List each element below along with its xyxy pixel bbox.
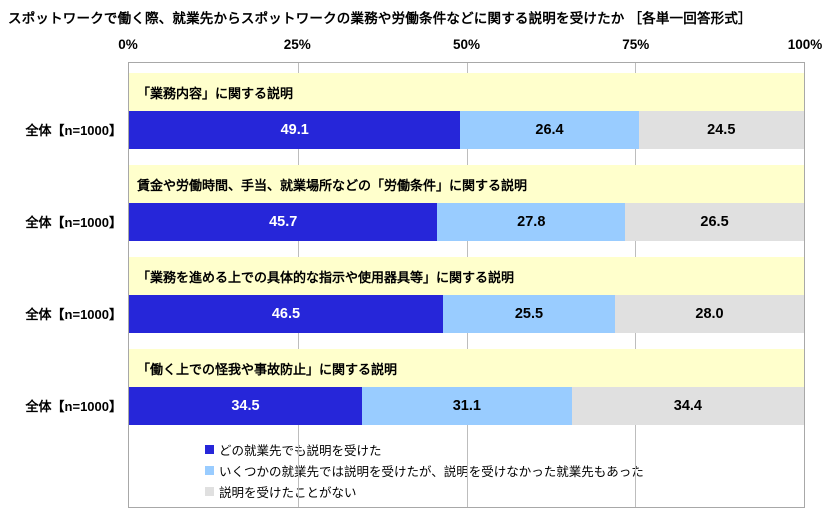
question-band: 「業務内容」に関する説明 (129, 73, 804, 111)
legend: どの就業先でも説明を受けたいくつかの就業先では説明を受けたが、説明を受けなかった… (205, 439, 644, 502)
row-label: 全体【n=1000】 (25, 122, 122, 138)
legend-label: いくつかの就業先では説明を受けたが、説明を受けなかった就業先もあった (219, 465, 644, 479)
bar-segment: 25.5 (442, 295, 615, 333)
x-tick-label: 25% (283, 37, 311, 52)
bar-segment: 31.1 (361, 387, 572, 425)
bar-segment: 46.5 (129, 295, 443, 333)
bar-segment: 34.5 (129, 387, 362, 425)
bar-segment: 49.1 (129, 111, 461, 149)
plot-area: どの就業先でも説明を受けたいくつかの就業先では説明を受けたが、説明を受けなかった… (128, 62, 805, 508)
stacked-bar: 45.7 27.8 26.5 (129, 203, 804, 241)
bar-segment: 34.4 (571, 387, 804, 425)
legend-item: 説明を受けたことがない (205, 481, 644, 502)
row-label: 全体【n=1000】 (25, 214, 122, 230)
bar-segment: 26.4 (460, 111, 639, 149)
legend-label: どの就業先でも説明を受けた (219, 444, 382, 458)
x-tick-label: 50% (452, 37, 481, 52)
question-band: 「業務を進める上での具体的な指示や使用器具等」に関する説明 (129, 257, 804, 295)
row-label: 全体【n=1000】 (25, 306, 122, 322)
legend-label: 説明を受けたことがない (219, 486, 357, 500)
question-band: 賃金や労働時間、手当、就業場所などの「労働条件」に関する説明 (129, 165, 804, 203)
bar-segment: 28.0 (615, 295, 804, 333)
stacked-bar: 46.5 25.5 28.0 (129, 295, 804, 333)
stacked-bar: 34.5 31.1 34.4 (129, 387, 804, 425)
bar-segment: 45.7 (129, 203, 438, 241)
legend-swatch-icon (205, 487, 214, 496)
bar-segment: 26.5 (625, 203, 804, 241)
x-axis: 0% 25% 50% 75% 100% (118, 37, 822, 57)
row-label: 全体【n=1000】 (25, 398, 122, 414)
x-tick-label: 0% (118, 37, 138, 52)
legend-swatch-icon (205, 445, 214, 454)
x-tick-label: 75% (622, 37, 650, 52)
x-tick-label: 100% (787, 37, 823, 52)
stacked-bar: 49.1 26.4 24.5 (129, 111, 804, 149)
bar-segment: 24.5 (638, 111, 804, 149)
chart-title: スポットワークで働く際、就業先からスポットワークの業務や労働条件などに関する説明… (8, 11, 752, 26)
legend-swatch-icon (205, 466, 214, 475)
question-band: 「働く上での怪我や事故防止」に関する説明 (129, 349, 804, 387)
bar-segment: 27.8 (437, 203, 626, 241)
legend-item: どの就業先でも説明を受けた (205, 439, 644, 460)
legend-item: いくつかの就業先では説明を受けたが、説明を受けなかった就業先もあった (205, 460, 644, 481)
